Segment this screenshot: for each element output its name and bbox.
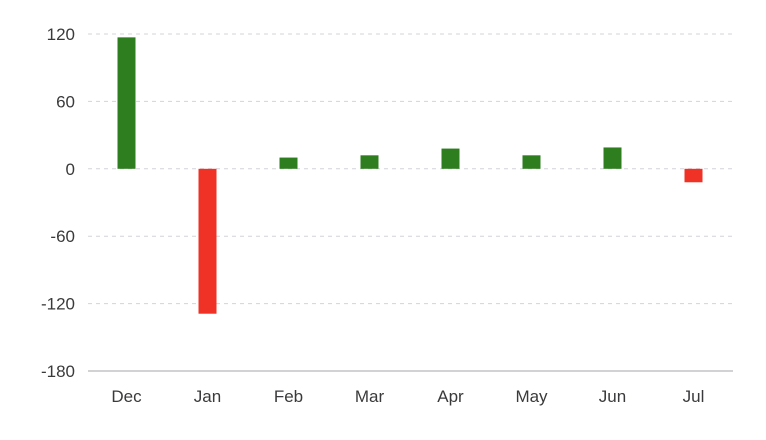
bar-apr (441, 148, 460, 169)
x-tick-label: Jan (194, 387, 221, 406)
gridlines (88, 33, 733, 305)
x-tick-label: Jun (599, 387, 626, 406)
bar-dec (117, 37, 136, 169)
bar-mar (360, 155, 379, 169)
y-axis-tick-labels: 120 60 0 -60 -120 -180 (41, 25, 75, 381)
bar-jun (603, 147, 622, 169)
x-tick-label: Dec (111, 387, 142, 406)
x-tick-label: Feb (274, 387, 303, 406)
y-tick-label: 120 (47, 25, 75, 44)
x-tick-label: May (515, 387, 548, 406)
x-axis-tick-labels: Dec Jan Feb Mar Apr May Jun Jul (111, 387, 704, 406)
y-tick-label: -120 (41, 295, 75, 314)
y-tick-label: -180 (41, 362, 75, 381)
bar-feb (279, 157, 298, 169)
x-tick-label: Mar (355, 387, 385, 406)
x-tick-label: Jul (683, 387, 705, 406)
bars (117, 37, 703, 314)
x-tick-label: Apr (437, 387, 464, 406)
bar-jan (198, 168, 217, 314)
bar-may (522, 155, 541, 169)
bar-jul (684, 168, 703, 183)
y-tick-label: 0 (66, 160, 75, 179)
y-tick-label: 60 (56, 92, 75, 111)
y-tick-label: -60 (50, 227, 75, 246)
